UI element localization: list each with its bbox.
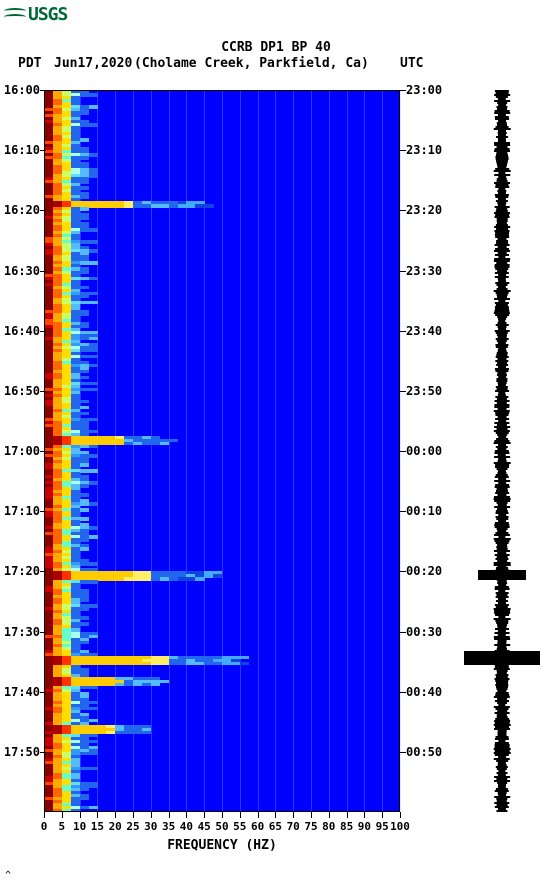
spectrogram-plot: [44, 90, 400, 812]
date-label: Jun17,2020: [54, 56, 132, 71]
usgs-wave-icon: [4, 6, 26, 24]
footer-mark: ^: [5, 870, 11, 881]
utc-axis: 23:0023:1023:2023:3023:4023:5000:0000:10…: [400, 90, 444, 812]
pdt-label: PDT: [18, 56, 41, 71]
plot-title: CCRB DP1 BP 40: [0, 40, 552, 55]
frequency-axis: 0510152025303540455055606570758085909510…: [44, 812, 400, 840]
usgs-logo: USGS: [4, 4, 67, 25]
location-label: (Cholame Creek, Parkfield, Ca): [134, 56, 369, 71]
x-axis-label: FREQUENCY (HZ): [44, 838, 400, 853]
seismogram-trace: [464, 90, 540, 812]
utc-label: UTC: [400, 56, 423, 71]
usgs-text: USGS: [28, 4, 67, 25]
pdt-axis: 16:0016:1016:2016:3016:4016:5017:0017:10…: [4, 90, 42, 812]
